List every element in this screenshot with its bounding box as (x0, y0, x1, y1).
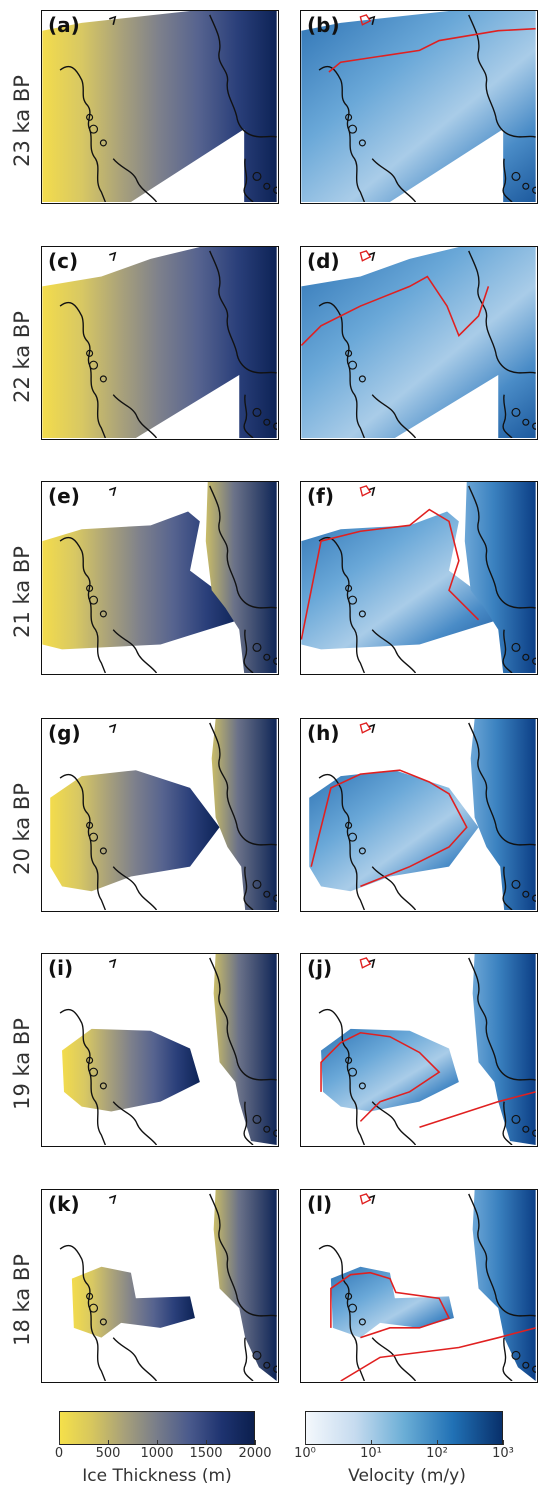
ice-margin-line (301, 275, 490, 347)
ice-extent-british (42, 247, 277, 438)
time-label: 22 ka BP (10, 311, 34, 403)
colorbar-tick (370, 1440, 372, 1445)
ice-thickness-map: (a) (41, 10, 279, 204)
time-label: 21 ka BP (10, 546, 34, 638)
ice-extent-british (71, 1266, 195, 1338)
ice-extent-scandinavian (211, 719, 277, 910)
panel-label: (i) (48, 956, 74, 980)
colorbar-tick-label: 10⁰ (294, 1446, 316, 1461)
colorbar-tick-label: 2000 (238, 1446, 272, 1461)
ice-extent-scandinavian (464, 482, 536, 673)
ice-thickness-map: (c) (41, 246, 279, 440)
panel-label: (d) (307, 249, 340, 273)
ice-extent-british (50, 770, 220, 892)
panel-label: (g) (48, 721, 81, 745)
colorbar-tick (255, 1440, 256, 1445)
colorbar-velocity-label: Velocity (m/y) (348, 1466, 466, 1486)
colorbar-tick (305, 1440, 306, 1445)
ice-extent-scandinavian (213, 1190, 277, 1381)
ice-margin-line (310, 769, 468, 888)
time-label: 18 ka BP (10, 1254, 34, 1346)
colorbar-velocity (305, 1411, 503, 1445)
ice-thickness-map: (i) (41, 953, 279, 1147)
ice-margin-line (320, 1031, 536, 1129)
ice-margin-line (301, 508, 480, 640)
ice-velocity-map: (l) (300, 1189, 538, 1383)
ice-extent-british (330, 1266, 454, 1338)
ice-velocity-map: (b) (300, 10, 538, 204)
ice-extent-british (62, 1028, 200, 1112)
ice-velocity-map: (f) (300, 481, 538, 675)
time-label: 19 ka BP (10, 1018, 34, 1110)
panel-label: (a) (48, 13, 80, 37)
colorbar-tick (108, 1440, 109, 1445)
ice-extent-scandinavian (472, 1190, 536, 1381)
panel-label: (k) (48, 1192, 80, 1216)
ice-margin-line (328, 27, 536, 73)
time-label: 20 ka BP (10, 783, 34, 875)
colorbar-tick (206, 1440, 207, 1445)
colorbar-thickness-label: Ice Thickness (m) (82, 1466, 232, 1486)
ice-velocity-map: (j) (300, 953, 538, 1147)
panel-label: (h) (307, 721, 340, 745)
ice-thickness-map: (e) (41, 481, 279, 675)
ice-extent-scandinavian (213, 954, 277, 1145)
colorbar-tick-label: 10¹ (360, 1446, 382, 1461)
ice-margin-line (330, 1271, 536, 1381)
panel-label: (l) (307, 1192, 333, 1216)
colorbar-tick (59, 1440, 60, 1445)
ice-extent-british (321, 1028, 459, 1112)
colorbar-tick (436, 1440, 438, 1445)
ice-extent-scandinavian (470, 719, 536, 910)
ice-extent-scandinavian (472, 954, 536, 1145)
panel-label: (c) (48, 249, 79, 273)
colorbar-tick-label: 1000 (140, 1446, 174, 1461)
colorbar-tick-label: 0 (54, 1446, 64, 1461)
ice-extent-british (301, 11, 536, 202)
colorbar-tick (503, 1440, 504, 1445)
colorbar-tick (157, 1440, 158, 1445)
ice-velocity-map: (h) (300, 718, 538, 912)
colorbar-tick-label: 10³ (492, 1446, 514, 1461)
ice-thickness-map: (g) (41, 718, 279, 912)
panel-label: (b) (307, 13, 340, 37)
colorbar-tick-label: 1500 (189, 1446, 223, 1461)
panel-label: (j) (307, 956, 333, 980)
ice-extent-british (42, 11, 277, 202)
colorbar-tick-label: 10² (426, 1446, 448, 1461)
ice-extent-british (301, 247, 536, 438)
colorbar-tick-label: 500 (95, 1446, 121, 1461)
panel-label: (e) (48, 484, 80, 508)
ice-extent-scandinavian (205, 482, 277, 673)
time-label: 23 ka BP (10, 75, 34, 167)
ice-velocity-map: (d) (300, 246, 538, 440)
ice-thickness-map: (k) (41, 1189, 279, 1383)
panel-label: (f) (307, 484, 334, 508)
